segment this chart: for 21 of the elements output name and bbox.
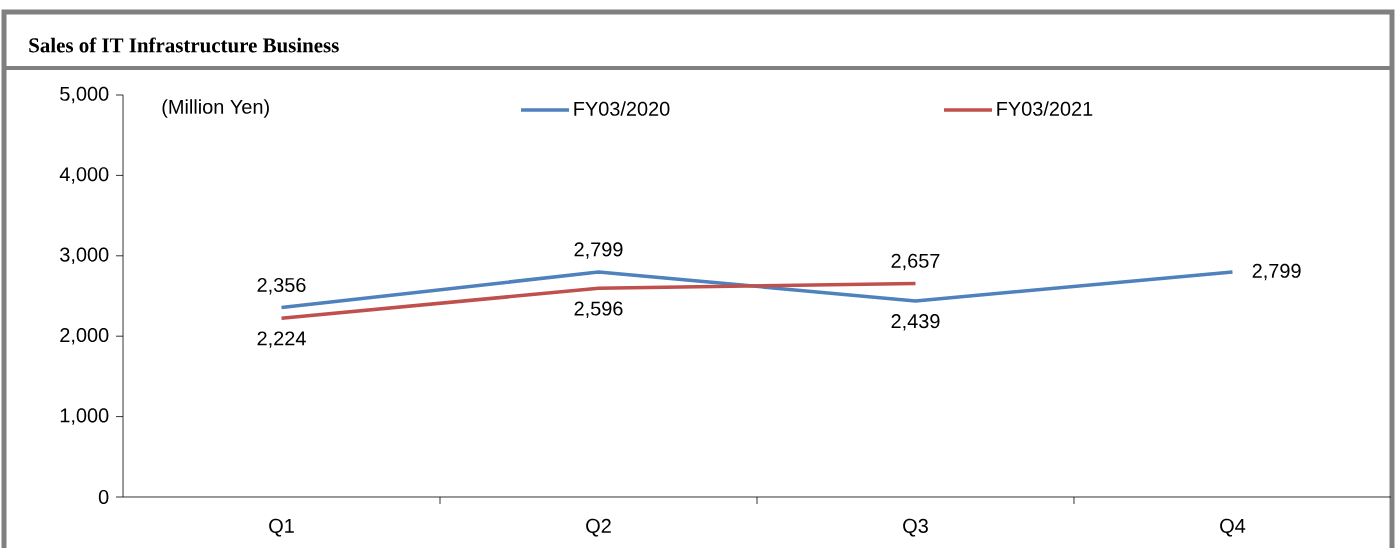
data-label: 2,596 (574, 301, 623, 318)
y-tick-label: 2,000 (60, 327, 109, 345)
y-tick-label: 0 (98, 489, 109, 505)
y-tick-label: 3,000 (60, 247, 109, 265)
y-tick-label: 5,000 (60, 86, 109, 104)
chart-title: Sales of IT Infrastructure Business (29, 37, 339, 53)
data-label: 2,799 (1252, 263, 1301, 281)
data-label: 2,356 (257, 277, 306, 295)
data-label: 2,799 (574, 242, 623, 259)
x-tick-label: Q4 (1220, 518, 1246, 537)
y-tick-label: 4,000 (59, 167, 109, 184)
y-tick-label: 1,000 (60, 408, 109, 425)
data-label: 2,657 (891, 253, 940, 271)
x-tick-label: Q3 (903, 518, 928, 537)
data-label: 2,439 (891, 314, 940, 331)
y-axis-title: (Million Yen) (162, 99, 269, 118)
legend-label: FY03/2020 (574, 101, 670, 116)
data-label: 2,224 (257, 331, 306, 348)
x-tick-label: Q2 (586, 518, 611, 537)
legend-label: FY03/2021 (997, 101, 1093, 116)
x-tick-label: Q1 (269, 518, 294, 537)
